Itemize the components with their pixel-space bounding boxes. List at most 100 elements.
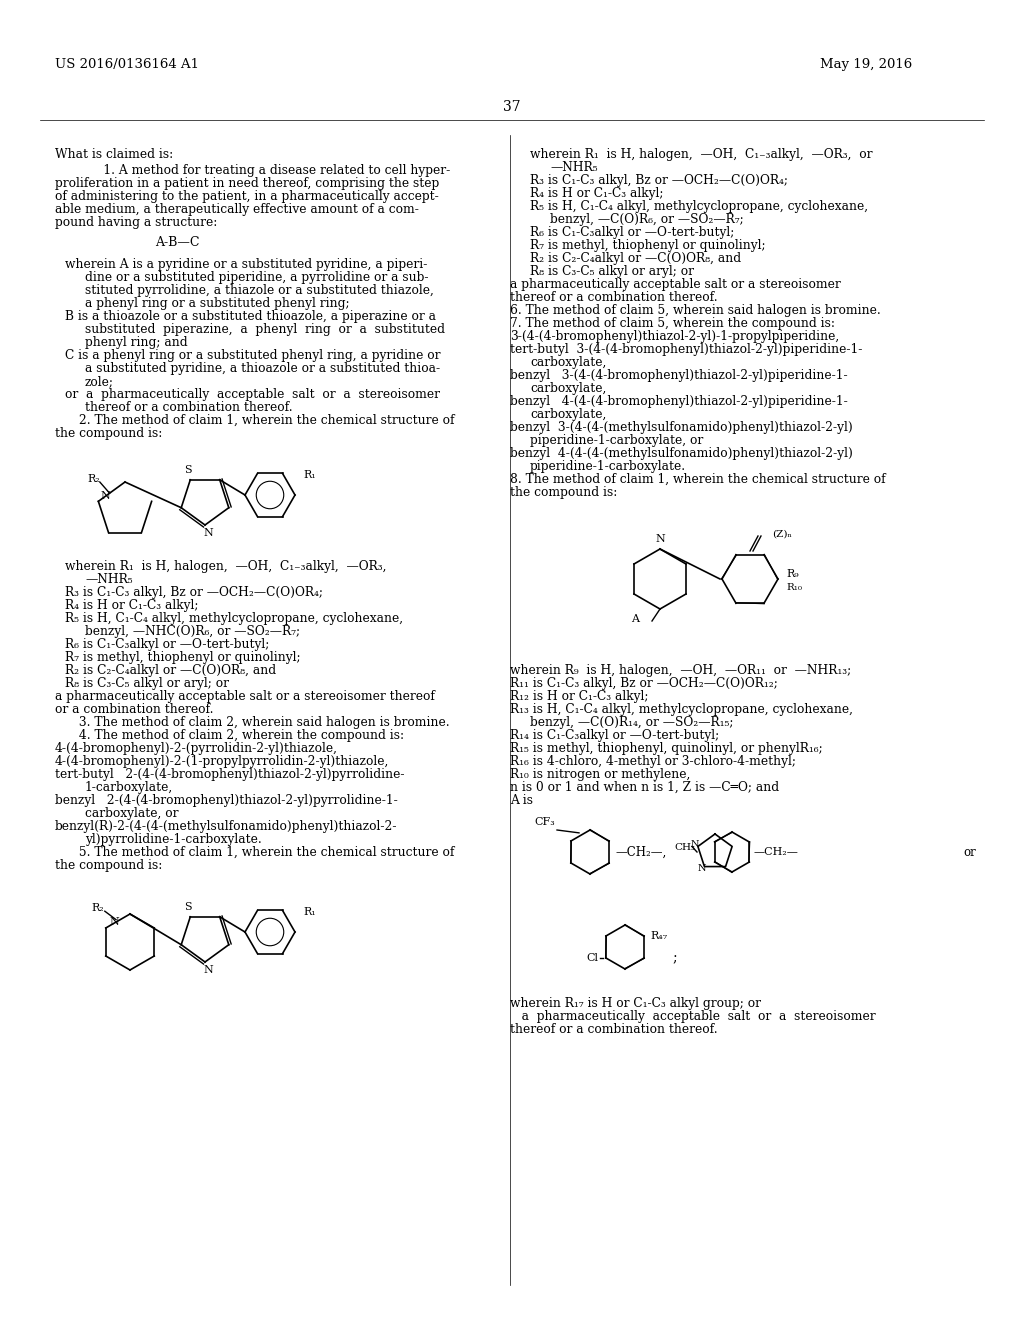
Text: benzyl  3-(4-(4-(methylsulfonamido)phenyl)thiazol-2-yl): benzyl 3-(4-(4-(methylsulfonamido)phenyl… [510,421,853,434]
Text: S: S [184,465,193,475]
Text: R₄₇: R₄₇ [650,931,668,941]
Text: Cl: Cl [586,953,598,964]
Text: benzyl   2-(4-(4-bromophenyl)thiazol-2-yl)pyrrolidine-1-: benzyl 2-(4-(4-bromophenyl)thiazol-2-yl)… [55,795,397,807]
Text: wherein A is a pyridine or a substituted pyridine, a piperi-: wherein A is a pyridine or a substituted… [65,257,427,271]
Text: US 2016/0136164 A1: US 2016/0136164 A1 [55,58,199,71]
Text: or a combination thereof.: or a combination thereof. [55,704,213,715]
Text: (Z)ₙ: (Z)ₙ [772,531,792,539]
Text: R₅ is H, C₁-C₄ alkyl, methylcyclopropane, cyclohexane,: R₅ is H, C₁-C₄ alkyl, methylcyclopropane… [530,201,868,213]
Text: R₁₅ is methyl, thiophenyl, quinolinyl, or phenylR₁₆;: R₁₅ is methyl, thiophenyl, quinolinyl, o… [510,742,822,755]
Text: R₇ is methyl, thiophenyl or quinolinyl;: R₇ is methyl, thiophenyl or quinolinyl; [65,651,301,664]
Text: R₉: R₉ [786,569,799,579]
Text: 1-carboxylate,: 1-carboxylate, [85,781,173,795]
Text: zole;: zole; [85,375,114,388]
Text: —CH₂—: —CH₂— [754,847,799,857]
Text: R₄ is H or C₁-C₃ alkyl;: R₄ is H or C₁-C₃ alkyl; [65,599,199,612]
Text: 5. The method of claim 1, wherein the chemical structure of: 5. The method of claim 1, wherein the ch… [55,846,455,859]
Text: wherein R₁  is H, halogen,  —OH,  C₁₋₃alkyl,  —OR₃,: wherein R₁ is H, halogen, —OH, C₁₋₃alkyl… [65,560,386,573]
Text: R₃ is C₁-C₃ alkyl, Bz or —OCH₂—C(O)OR₄;: R₃ is C₁-C₃ alkyl, Bz or —OCH₂—C(O)OR₄; [530,174,788,187]
Text: the compound is:: the compound is: [510,486,617,499]
Text: R₂ is C₂-C₄alkyl or —C(O)OR₈, and: R₂ is C₂-C₄alkyl or —C(O)OR₈, and [65,664,276,677]
Text: R₁₆ is 4-chloro, 4-methyl or 3-chloro-4-methyl;: R₁₆ is 4-chloro, 4-methyl or 3-chloro-4-… [510,755,796,768]
Text: a phenyl ring or a substituted phenyl ring;: a phenyl ring or a substituted phenyl ri… [85,297,349,310]
Text: —NHR₅: —NHR₅ [550,161,598,174]
Text: R₄ is H or C₁-C₃ alkyl;: R₄ is H or C₁-C₃ alkyl; [530,187,664,201]
Text: tert-butyl  3-(4-(4-bromophenyl)thiazol-2-yl)piperidine-1-: tert-butyl 3-(4-(4-bromophenyl)thiazol-2… [510,343,862,356]
Text: R₂: R₂ [91,903,104,913]
Text: R₆ is C₁-C₃alkyl or —O-tert-butyl;: R₆ is C₁-C₃alkyl or —O-tert-butyl; [65,638,269,651]
Text: benzyl   3-(4-(4-bromophenyl)thiazol-2-yl)piperidine-1-: benzyl 3-(4-(4-bromophenyl)thiazol-2-yl)… [510,370,848,381]
Text: benzyl  4-(4-(4-(methylsulfonamido)phenyl)thiazol-2-yl): benzyl 4-(4-(4-(methylsulfonamido)phenyl… [510,447,853,459]
Text: carboxylate,: carboxylate, [530,408,606,421]
Text: N: N [690,840,699,849]
Text: R₃ is C₁-C₃ alkyl, Bz or —OCH₂—C(O)OR₄;: R₃ is C₁-C₃ alkyl, Bz or —OCH₂—C(O)OR₄; [65,586,323,599]
Text: N: N [697,865,706,873]
Text: R₁₁ is C₁-C₃ alkyl, Bz or —OCH₂—C(O)OR₁₂;: R₁₁ is C₁-C₃ alkyl, Bz or —OCH₂—C(O)OR₁₂… [510,677,778,690]
Text: proliferation in a patient in need thereof, comprising the step: proliferation in a patient in need there… [55,177,439,190]
Text: able medium, a therapeutically effective amount of a com-: able medium, a therapeutically effective… [55,203,419,216]
Text: R₅ is H, C₁-C₄ alkyl, methylcyclopropane, cyclohexane,: R₅ is H, C₁-C₄ alkyl, methylcyclopropane… [65,612,403,624]
Text: tert-butyl   2-(4-(4-bromophenyl)thiazol-2-yl)pyrrolidine-: tert-butyl 2-(4-(4-bromophenyl)thiazol-2… [55,768,404,781]
Text: stituted pyrrolidine, a thiazole or a substituted thiazole,: stituted pyrrolidine, a thiazole or a su… [85,284,434,297]
Text: May 19, 2016: May 19, 2016 [820,58,912,71]
Text: R₁₀: R₁₀ [786,582,802,591]
Text: A: A [631,614,639,624]
Text: R₂ is C₂-C₄alkyl or —C(O)OR₈, and: R₂ is C₂-C₄alkyl or —C(O)OR₈, and [530,252,741,265]
Text: N: N [110,917,120,928]
Text: R₁₂ is H or C₁-C₃ alkyl;: R₁₂ is H or C₁-C₃ alkyl; [510,690,648,704]
Text: wherein R₁₇ is H or C₁-C₃ alkyl group; or: wherein R₁₇ is H or C₁-C₃ alkyl group; o… [510,997,761,1010]
Text: 2. The method of claim 1, wherein the chemical structure of: 2. The method of claim 1, wherein the ch… [55,414,455,426]
Text: CF₃: CF₃ [535,817,555,828]
Text: n is 0 or 1 and when n is 1, Z is —C═O; and: n is 0 or 1 and when n is 1, Z is —C═O; … [510,781,779,795]
Text: 4-(4-bromophenyl)-2-(pyrrolidin-2-yl)thiazole,: 4-(4-bromophenyl)-2-(pyrrolidin-2-yl)thi… [55,742,338,755]
Text: S: S [184,902,193,912]
Text: dine or a substituted piperidine, a pyrrolidine or a sub-: dine or a substituted piperidine, a pyrr… [85,271,428,284]
Text: a pharmaceutically acceptable salt or a stereoisomer thereof: a pharmaceutically acceptable salt or a … [55,690,435,704]
Text: CH₃: CH₃ [674,842,695,851]
Text: carboxylate,: carboxylate, [530,356,606,370]
Text: A-B—C: A-B—C [155,236,200,249]
Text: thereof or a combination thereof.: thereof or a combination thereof. [510,1023,718,1036]
Text: R₁₀ is nitrogen or methylene,: R₁₀ is nitrogen or methylene, [510,768,690,781]
Text: N: N [100,491,111,502]
Text: a substituted pyridine, a thioazole or a substituted thioa-: a substituted pyridine, a thioazole or a… [85,362,440,375]
Text: 4. The method of claim 2, wherein the compound is:: 4. The method of claim 2, wherein the co… [55,729,404,742]
Text: 3. The method of claim 2, wherein said halogen is bromine.: 3. The method of claim 2, wherein said h… [55,715,450,729]
Text: N: N [655,535,665,544]
Text: wherein R₉  is H, halogen,  —OH,  —OR₁₁  or  —NHR₁₃;: wherein R₉ is H, halogen, —OH, —OR₁₁ or … [510,664,851,677]
Text: or: or [964,846,976,858]
Text: B is a thioazole or a substituted thioazole, a piperazine or a: B is a thioazole or a substituted thioaz… [65,310,436,323]
Text: A is: A is [510,795,534,807]
Text: benzyl, —C(O)R₆, or —SO₂—R₇;: benzyl, —C(O)R₆, or —SO₂—R₇; [550,213,743,226]
Text: 8. The method of claim 1, wherein the chemical structure of: 8. The method of claim 1, wherein the ch… [510,473,886,486]
Text: 4-(4-bromophenyl)-2-(1-propylpyrrolidin-2-yl)thiazole,: 4-(4-bromophenyl)-2-(1-propylpyrrolidin-… [55,755,389,768]
Text: thereof or a combination thereof.: thereof or a combination thereof. [85,401,293,414]
Text: What is claimed is:: What is claimed is: [55,148,173,161]
Text: carboxylate, or: carboxylate, or [85,807,178,820]
Text: R₁₃ is H, C₁-C₄ alkyl, methylcyclopropane, cyclohexane,: R₁₃ is H, C₁-C₄ alkyl, methylcyclopropan… [510,704,853,715]
Text: R₁: R₁ [303,907,315,917]
Text: yl)pyrrolidine-1-carboxylate.: yl)pyrrolidine-1-carboxylate. [85,833,262,846]
Text: of administering to the patient, in a pharmaceutically accept-: of administering to the patient, in a ph… [55,190,438,203]
Text: R₈ is C₃-C₅ alkyl or aryl; or: R₈ is C₃-C₅ alkyl or aryl; or [530,265,694,279]
Text: R₈ is C₃-C₅ alkyl or aryl; or: R₈ is C₃-C₅ alkyl or aryl; or [65,677,229,690]
Text: piperidine-1-carboxylate, or: piperidine-1-carboxylate, or [530,434,703,447]
Text: the compound is:: the compound is: [55,859,163,873]
Text: 37: 37 [503,100,521,114]
Text: R₇ is methyl, thiophenyl or quinolinyl;: R₇ is methyl, thiophenyl or quinolinyl; [530,239,766,252]
Text: R₁: R₁ [303,470,315,480]
Text: 1. A method for treating a disease related to cell hyper-: 1. A method for treating a disease relat… [55,164,451,177]
Text: piperidine-1-carboxylate.: piperidine-1-carboxylate. [530,459,686,473]
Text: N: N [203,965,213,975]
Text: —NHR₅: —NHR₅ [85,573,133,586]
Text: —CH₂—,: —CH₂—, [615,846,667,858]
Text: benzyl   4-(4-(4-bromophenyl)thiazol-2-yl)piperidine-1-: benzyl 4-(4-(4-bromophenyl)thiazol-2-yl)… [510,395,848,408]
Text: a  pharmaceutically  acceptable  salt  or  a  stereoisomer: a pharmaceutically acceptable salt or a … [510,1010,876,1023]
Text: R₂: R₂ [88,474,100,484]
Text: C is a phenyl ring or a substituted phenyl ring, a pyridine or: C is a phenyl ring or a substituted phen… [65,348,440,362]
Text: 3-(4-(4-bromophenyl)thiazol-2-yl)-1-propylpiperidine,: 3-(4-(4-bromophenyl)thiazol-2-yl)-1-prop… [510,330,840,343]
Text: benzyl, —NHC(O)R₆, or —SO₂—R₇;: benzyl, —NHC(O)R₆, or —SO₂—R₇; [85,624,300,638]
Text: R₁₄ is C₁-C₃alkyl or —O-tert-butyl;: R₁₄ is C₁-C₃alkyl or —O-tert-butyl; [510,729,719,742]
Text: carboxylate,: carboxylate, [530,381,606,395]
Text: R₆ is C₁-C₃alkyl or —O-tert-butyl;: R₆ is C₁-C₃alkyl or —O-tert-butyl; [530,226,734,239]
